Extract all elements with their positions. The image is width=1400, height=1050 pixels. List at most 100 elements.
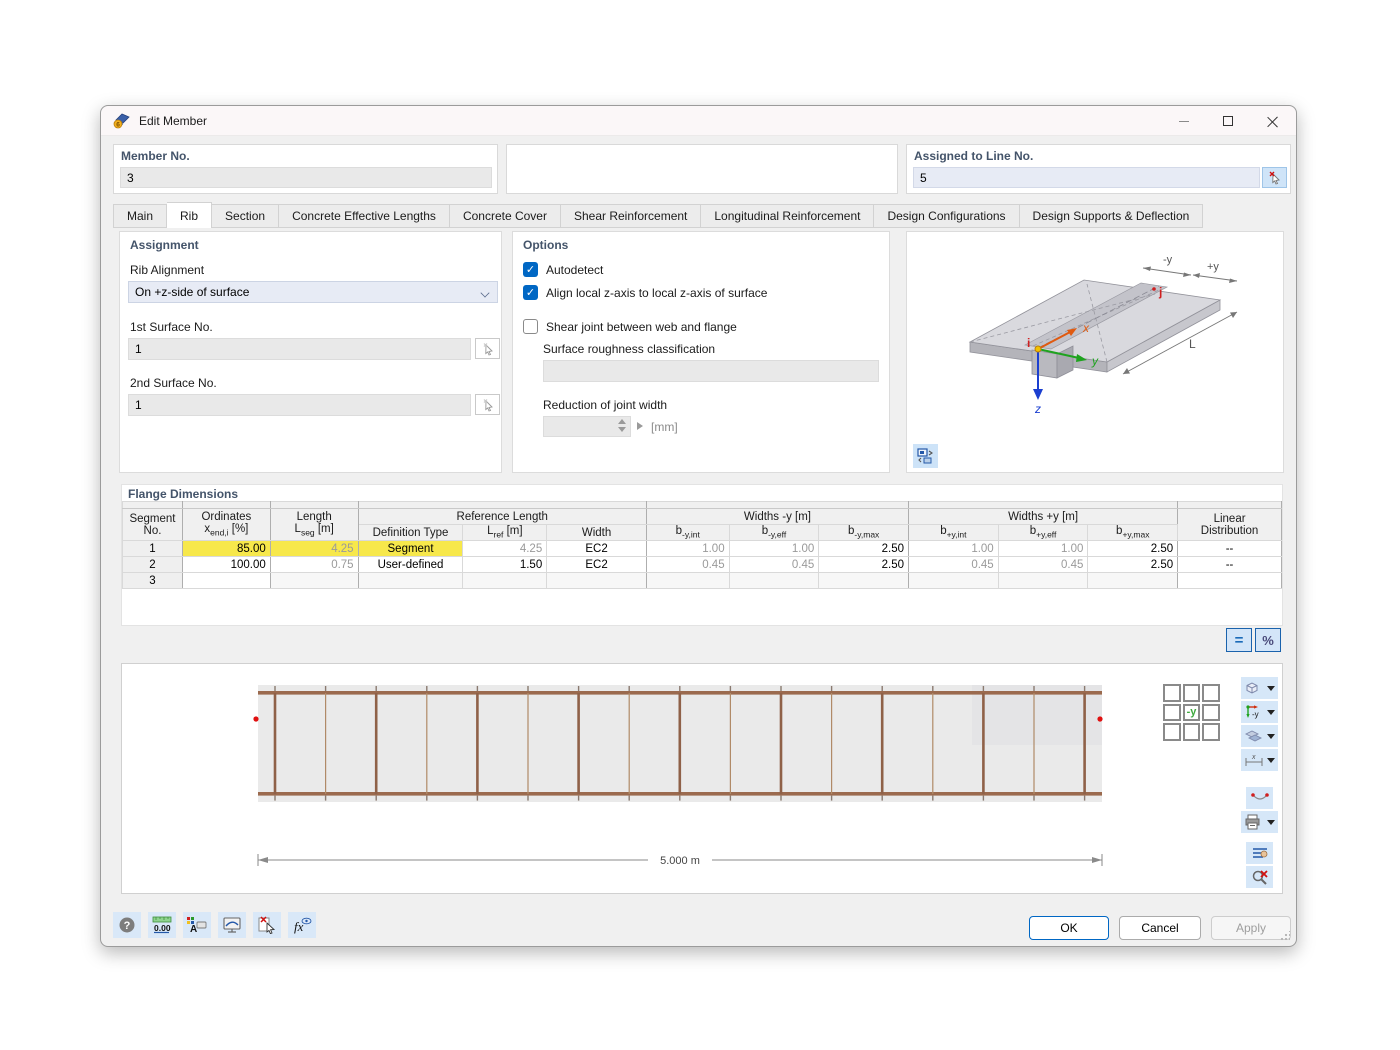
table-cell[interactable]: 100.00 (181, 556, 271, 573)
table-cell[interactable] (181, 572, 271, 589)
resize-grip[interactable] (1280, 931, 1290, 941)
edit-in-window-button[interactable] (253, 912, 281, 938)
table-cell[interactable] (462, 572, 548, 589)
rib-alignment-select[interactable]: On +z-side of surface (128, 281, 498, 303)
table-cell[interactable]: User-defined (357, 556, 464, 573)
shear-joint-checkbox[interactable] (523, 319, 538, 334)
shear-joint-label: Shear joint between web and flange (546, 319, 737, 334)
table-cell[interactable]: 0.45 (997, 556, 1089, 573)
formula-button[interactable]: fx (288, 912, 316, 938)
table-cell[interactable]: 1.00 (997, 540, 1089, 557)
table-cell[interactable] (269, 572, 359, 589)
table-cell[interactable]: 0.45 (645, 556, 730, 573)
view-direction-button[interactable]: -y (1241, 701, 1278, 723)
member-no-input[interactable]: 3 (120, 167, 492, 188)
maximize-button[interactable] (1206, 106, 1250, 136)
percent-button[interactable]: % (1255, 628, 1281, 652)
equal-widths-button[interactable]: = (1226, 628, 1252, 652)
ok-button[interactable]: OK (1029, 916, 1109, 940)
table-cell[interactable]: 4.25 (269, 540, 359, 557)
table-cell[interactable] (357, 572, 464, 589)
tab-section[interactable]: Section (212, 204, 280, 228)
assigned-line-pick-button[interactable] (1262, 167, 1287, 188)
deflection-button[interactable] (1246, 787, 1273, 809)
table-cell[interactable]: 2.50 (1087, 556, 1179, 573)
svg-text:A: A (190, 924, 197, 934)
projection-button[interactable] (1241, 677, 1278, 699)
table-cell[interactable]: 2.50 (818, 556, 910, 573)
table-cell[interactable] (908, 572, 999, 589)
table-cell[interactable]: 1.00 (645, 540, 730, 557)
assigned-line-input[interactable]: 5 (913, 167, 1260, 188)
table-cell[interactable]: EC2 (546, 556, 647, 573)
table-cell[interactable]: EC2 (546, 540, 647, 557)
section-view-button[interactable] (1241, 725, 1278, 747)
edit-member-dialog: 6 Edit Member Member No. 3 Assigned to L… (100, 105, 1297, 947)
table-cell[interactable]: -- (1177, 556, 1282, 573)
table-cell[interactable] (645, 572, 730, 589)
table-cell[interactable]: -- (1177, 540, 1282, 557)
tab-shear-reinforcement[interactable]: Shear Reinforcement (560, 204, 702, 228)
table-cell[interactable] (546, 572, 647, 589)
table-cell[interactable] (818, 572, 910, 589)
column-grip[interactable] (1177, 501, 1282, 509)
shear-joint-checkbox-row: Shear joint between web and flange (523, 319, 737, 334)
view-sync-button[interactable] (913, 444, 938, 468)
cancel-zoom-button[interactable] (1246, 866, 1273, 888)
table-cell[interactable] (1177, 572, 1282, 589)
assigned-line-group: Assigned to Line No. 5 (906, 144, 1291, 194)
tab-concrete-effective-lengths[interactable]: Concrete Effective Lengths (279, 204, 450, 228)
table-cell[interactable]: 2.50 (1087, 540, 1179, 557)
print-button[interactable] (1241, 811, 1278, 833)
dimension-display-button[interactable]: x (1241, 749, 1278, 771)
column-grip[interactable] (645, 501, 910, 509)
units-button[interactable]: 0.00 (148, 912, 176, 938)
display-options-button[interactable] (218, 912, 246, 938)
svg-text:i: i (1027, 336, 1030, 350)
autodetect-checkbox[interactable]: ✓ (523, 262, 538, 277)
view-navigator-label: -y (1182, 703, 1201, 722)
cube-icon (1246, 682, 1258, 694)
column-grip[interactable] (181, 501, 271, 509)
svg-text:fx: fx (294, 919, 304, 934)
table-cell[interactable]: 1.00 (908, 540, 999, 557)
column-grip[interactable] (122, 501, 183, 509)
options-title: Options (523, 238, 569, 252)
minimize-button[interactable] (1162, 106, 1206, 136)
table-cell[interactable]: 4.25 (462, 540, 548, 557)
table-cell[interactable] (728, 572, 820, 589)
table-cell[interactable] (1087, 572, 1179, 589)
column-grip[interactable] (269, 501, 359, 509)
table-cell[interactable] (997, 572, 1089, 589)
table-cell[interactable]: Segment (357, 540, 464, 557)
table-cell[interactable]: 1.00 (728, 540, 820, 557)
close-button[interactable] (1250, 106, 1294, 136)
table-cell[interactable]: 1.50 (462, 556, 548, 573)
tab-longitudinal-reinforcement[interactable]: Longitudinal Reinforcement (701, 204, 875, 228)
view-navigator[interactable]: -y (1163, 684, 1220, 741)
dimension-icon: x (1245, 754, 1263, 766)
table-cell[interactable]: 85.00 (181, 540, 271, 557)
display-settings-button[interactable] (1246, 842, 1273, 864)
tab-design-supports-deflection[interactable]: Design Supports & Deflection (1019, 204, 1204, 228)
tab-design-configurations[interactable]: Design Configurations (874, 204, 1020, 228)
surface2-input[interactable]: 1 (128, 394, 471, 416)
table-cell[interactable]: 0.75 (269, 556, 359, 573)
display-colors-button[interactable]: A (183, 912, 211, 938)
surface1-input[interactable]: 1 (128, 338, 471, 360)
align-z-checkbox[interactable]: ✓ (523, 285, 538, 300)
column-grip[interactable] (357, 501, 647, 509)
cancel-button[interactable]: Cancel (1119, 916, 1201, 940)
tab-concrete-cover[interactable]: Concrete Cover (449, 204, 561, 228)
tab-main[interactable]: Main (113, 204, 168, 228)
surface1-pick-button[interactable] (475, 338, 500, 359)
table-cell[interactable]: 2.50 (818, 540, 910, 557)
tab-rib[interactable]: Rib (167, 202, 213, 228)
column-header: Definition Type (357, 524, 464, 541)
table-cell[interactable]: 0.45 (728, 556, 820, 573)
help-button[interactable]: ? (113, 912, 141, 938)
spin-expand-icon (637, 422, 643, 430)
column-grip[interactable] (908, 501, 1179, 509)
surface2-pick-button[interactable] (475, 394, 500, 415)
table-cell[interactable]: 0.45 (908, 556, 999, 573)
